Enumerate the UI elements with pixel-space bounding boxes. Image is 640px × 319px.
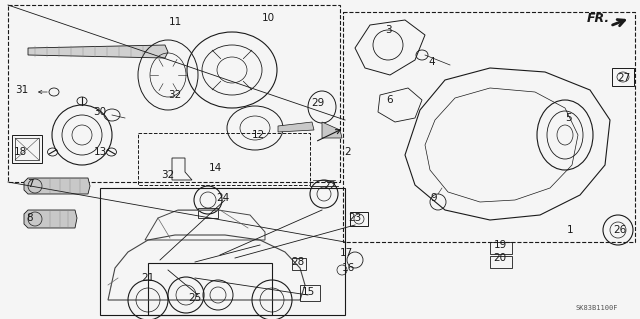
Text: 16: 16 [341,263,355,273]
Text: 23: 23 [348,213,362,223]
Text: 30: 30 [93,107,107,117]
Bar [12,135,42,163]
Text: 3: 3 [385,25,391,35]
Bar [198,208,218,218]
Text: 7: 7 [27,179,33,189]
Text: 26: 26 [613,225,627,235]
Polygon shape [278,122,314,132]
Text: 6: 6 [387,95,394,105]
Text: 15: 15 [301,287,315,297]
Text: FR.: FR. [587,11,610,25]
Polygon shape [28,45,168,58]
Bar [612,68,634,86]
Text: 9: 9 [431,193,437,203]
Bar [490,242,512,254]
Text: 1: 1 [566,225,573,235]
Bar [8,5,340,182]
Polygon shape [322,122,342,138]
Text: 13: 13 [93,147,107,157]
Text: 8: 8 [27,213,33,223]
Text: 17: 17 [339,248,353,258]
Text: 31: 31 [15,85,29,95]
Text: 29: 29 [312,98,324,108]
Text: 22: 22 [323,181,337,191]
Text: 24: 24 [216,193,230,203]
Bar [490,256,512,268]
Text: 32: 32 [168,90,182,100]
Bar [100,188,345,315]
Bar [343,12,635,242]
Bar [138,133,310,185]
Polygon shape [24,178,90,194]
Text: 2: 2 [345,147,351,157]
Bar [15,138,39,160]
Text: 19: 19 [493,240,507,250]
Text: 18: 18 [13,147,27,157]
Text: 14: 14 [209,163,221,173]
Text: 12: 12 [252,130,264,140]
Text: 32: 32 [161,170,175,180]
Bar [148,263,272,315]
Text: 20: 20 [493,253,507,263]
Bar [300,285,320,301]
Text: 10: 10 [261,13,275,23]
Text: 28: 28 [291,257,305,267]
Text: 11: 11 [168,17,182,27]
Polygon shape [24,210,77,228]
Text: 21: 21 [141,273,155,283]
Text: 4: 4 [429,57,435,67]
Bar [350,212,368,226]
Text: 5: 5 [564,113,572,123]
Text: 27: 27 [618,73,630,83]
Bar [292,258,306,270]
Text: SK83B1100F: SK83B1100F [575,305,618,311]
Text: 25: 25 [188,293,202,303]
